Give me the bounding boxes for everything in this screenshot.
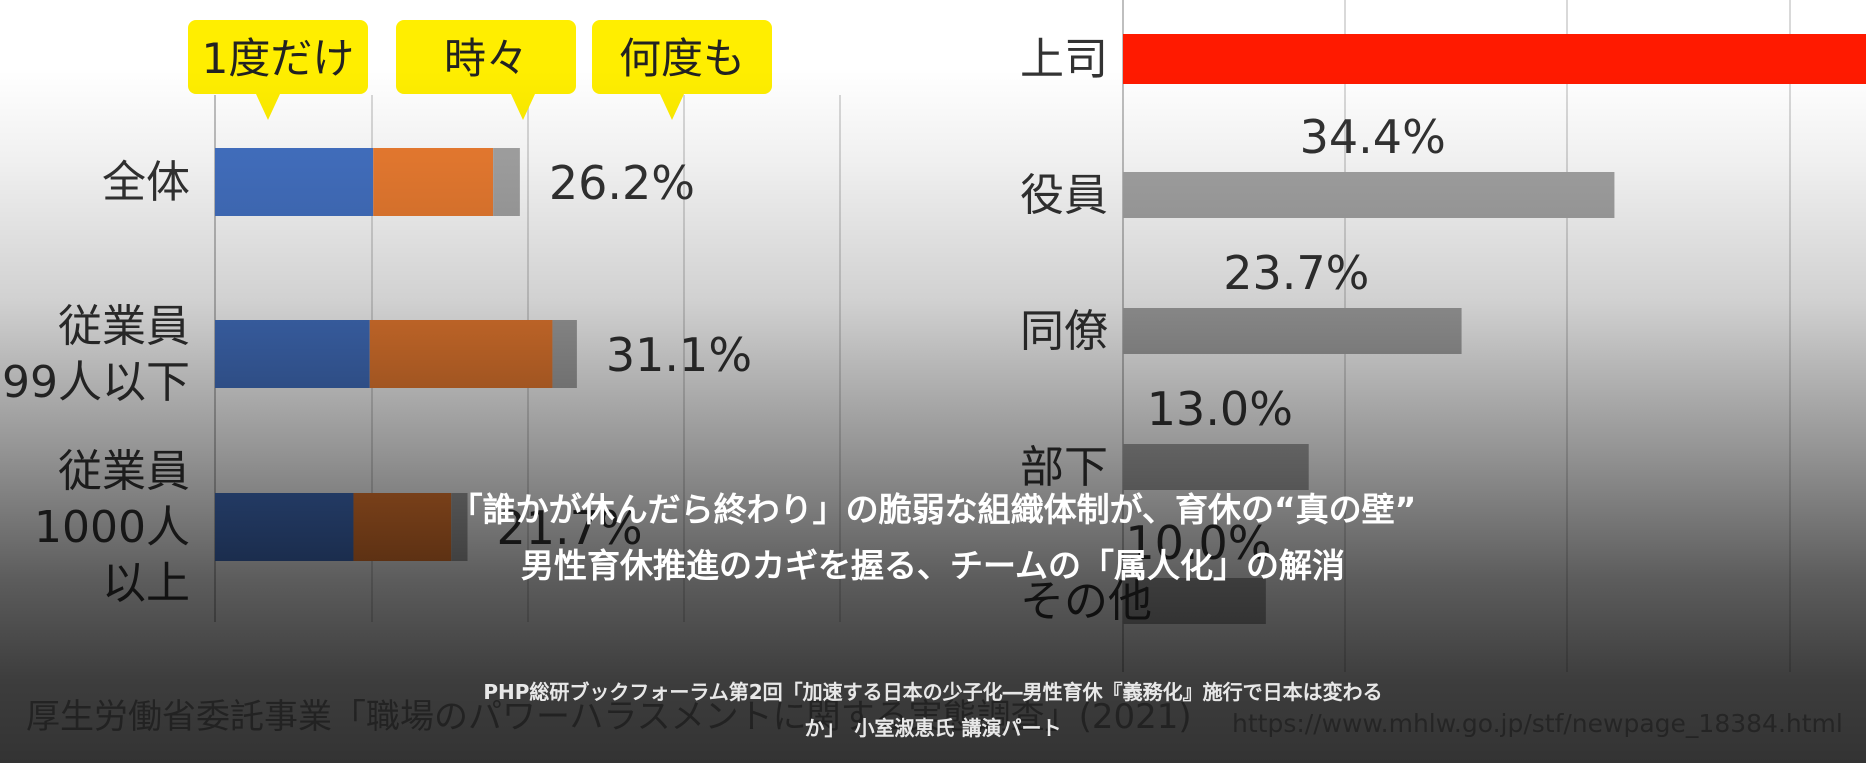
- bar: [1123, 34, 1866, 84]
- legend-label: 時々: [444, 34, 528, 83]
- legend-callout-pointer: [256, 94, 280, 120]
- bar-segment: [373, 148, 494, 216]
- bar-segment: [215, 320, 370, 388]
- bar-data-label: 26.2%: [549, 156, 695, 210]
- bar-segment: [215, 148, 374, 216]
- article-subcaption: PHP総研ブックフォーラム第2回「加速する日本の少子化―男性育休『義務化』施行で…: [0, 674, 1866, 746]
- category-label: 同僚: [1020, 306, 1108, 357]
- category-label: 99人以下: [2, 357, 190, 408]
- bar-data-label: 13.0%: [1147, 382, 1293, 436]
- legend-callout-pointer: [660, 94, 684, 120]
- article-headline: 「誰かが休んだら終わり」の脆弱な組織体制が、育休の“真の壁” 男性育休推進のカギ…: [0, 482, 1866, 594]
- category-label: 全体: [102, 157, 190, 208]
- bar-segment: [493, 148, 520, 216]
- legend-label: 1度だけ: [202, 34, 355, 83]
- legend-label: 何度も: [619, 34, 745, 83]
- category-label: 従業員: [58, 301, 190, 352]
- category-label: 上司: [1020, 34, 1108, 85]
- bar-data-label: 34.4%: [1300, 110, 1446, 164]
- bar-segment: [552, 320, 577, 388]
- legend-callout-pointer: [511, 94, 535, 120]
- headline-line-1: 「誰かが休んだら終わり」の脆弱な組織体制が、育休の“真の壁”: [449, 490, 1417, 529]
- bar: [1123, 308, 1462, 354]
- category-label: 役員: [1020, 170, 1108, 221]
- bar-data-label: 31.1%: [606, 328, 752, 382]
- bar-data-label: 23.7%: [1223, 246, 1369, 300]
- subcaption-line-1: PHP総研ブックフォーラム第2回「加速する日本の少子化―男性育休『義務化』施行で…: [483, 680, 1383, 740]
- headline-line-2: 男性育休推進のカギを握る、チームの「属人化」の解消: [520, 546, 1345, 585]
- bar: [1123, 172, 1615, 218]
- bar-segment: [369, 320, 553, 388]
